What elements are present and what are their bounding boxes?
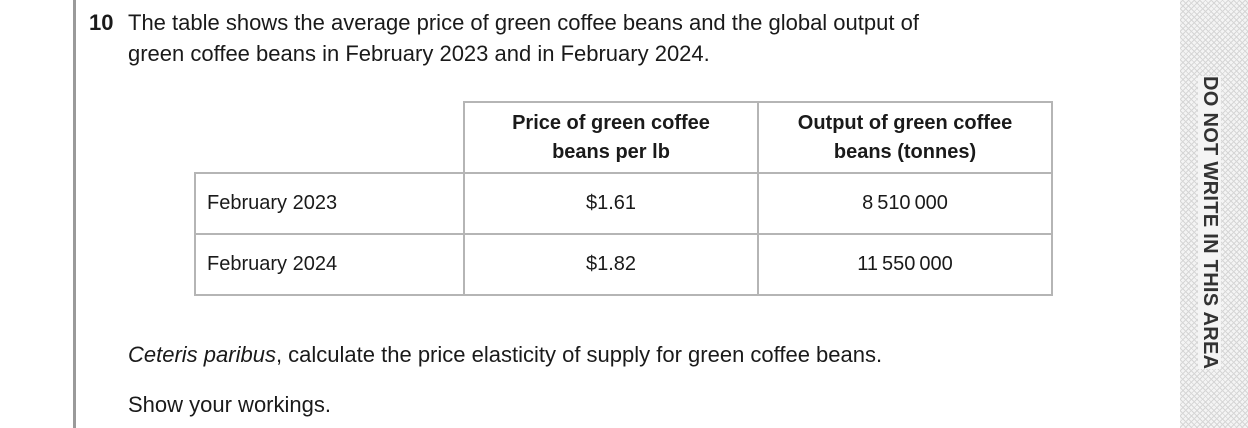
row-label: February 2024 <box>194 233 465 296</box>
table-row: February 2023 $1.61 8 510 000 <box>194 172 1053 235</box>
instruction: Ceteris paribus, calculate the price ela… <box>128 342 882 368</box>
question-text: green coffee beans in February 2023 and … <box>128 41 710 66</box>
header-row: Price of green coffee beans per lb Outpu… <box>195 101 1053 174</box>
empty-cell <box>195 102 464 173</box>
instruction-text: , calculate the price elasticity of supp… <box>275 342 883 367</box>
table-cell: $1.61 <box>463 172 759 235</box>
table-cell: 11 550 000 <box>757 233 1053 296</box>
header-cell: Output of green coffee beans (tonnes) <box>757 101 1053 174</box>
data-table: Price of green coffee beans per lb Outpu… <box>194 101 1053 296</box>
question-number: 10 <box>89 10 114 35</box>
table-cell: $1.82 <box>463 233 759 296</box>
instruction-italic: Ceteris paribus <box>128 342 276 367</box>
table-row: February 2024 $1.82 11 550 000 <box>194 233 1053 296</box>
question-text: The table shows the average price of gre… <box>128 10 919 35</box>
workings-prompt: Show your workings. <box>128 392 331 417</box>
header-cell: Price of green coffee beans per lb <box>463 101 759 174</box>
table-cell: 8 510 000 <box>757 172 1053 235</box>
margin-note: DO NOT WRITE IN THIS AREA <box>1198 76 1221 370</box>
row-label: February 2023 <box>194 172 465 235</box>
margin-border <box>73 0 76 428</box>
